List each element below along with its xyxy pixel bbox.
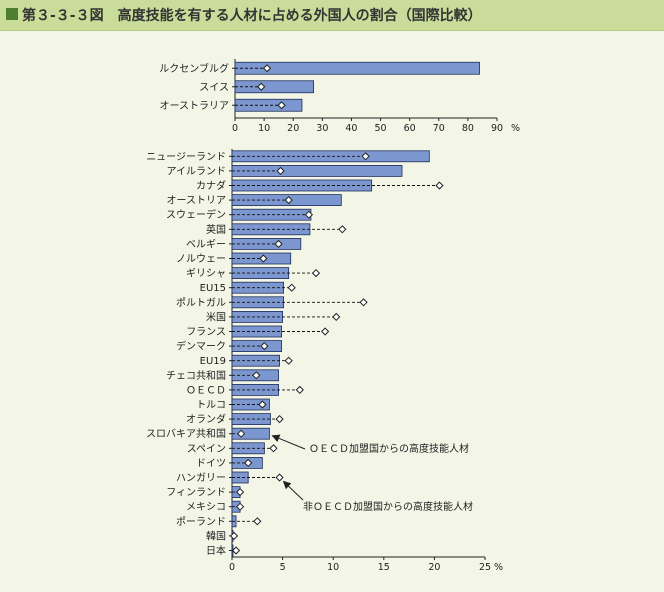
non-oecd-marker xyxy=(295,385,304,395)
x-tick-label: 60 xyxy=(404,123,416,134)
category-label: ギリシャ xyxy=(186,268,226,280)
x-tick-label: 90 xyxy=(491,123,503,134)
x-tick-label: 25 xyxy=(479,562,491,573)
non-oecd-marker xyxy=(275,414,284,424)
non-oecd-marker xyxy=(284,356,293,365)
category-label: フランス xyxy=(186,326,226,338)
category-label: ニュージーランド xyxy=(146,151,226,163)
non-oecd-marker xyxy=(244,458,253,468)
x-tick-label: 80 xyxy=(462,123,474,134)
x-tick-label: 0 xyxy=(232,123,238,134)
non-oecd-marker xyxy=(435,181,444,190)
category-label: ドイツ xyxy=(196,458,226,469)
category-label: EU15 xyxy=(200,283,226,294)
x-axis-unit: % xyxy=(511,123,520,134)
figure-title: 第３-３-３図 高度技能を有する人材に占める外国人の割合（国際比較） xyxy=(22,8,482,24)
oecd-annotation-arrow xyxy=(271,434,306,450)
non-oecd-marker xyxy=(332,312,341,322)
non-oecd-marker xyxy=(275,473,284,482)
category-label: ベルギー xyxy=(186,238,226,250)
category-label: スウェーデン xyxy=(166,208,226,221)
category-label: メキシコ xyxy=(186,502,226,513)
x-tick-label: 10 xyxy=(327,562,339,573)
non-oecd-marker xyxy=(262,64,272,73)
non-oecd-marker xyxy=(235,487,245,497)
category-label: 米国 xyxy=(206,310,226,323)
non-oecd-marker xyxy=(311,268,321,278)
non-oecd-marker xyxy=(252,371,261,380)
x-tick-label: 5 xyxy=(280,562,286,573)
category-label: トルコ xyxy=(196,400,226,411)
x-tick-label: 20 xyxy=(287,123,299,134)
x-tick-label: 20 xyxy=(428,562,440,573)
category-label: ＯＥＣＤ xyxy=(186,385,226,396)
non-oecd-marker xyxy=(287,283,296,292)
x-tick-label: 10 xyxy=(258,123,270,134)
non-oecd-annotation-arrow xyxy=(282,480,304,501)
non-oecd-marker xyxy=(235,502,245,511)
x-axis-unit: % xyxy=(494,562,503,573)
category-label: カナダ xyxy=(196,179,226,192)
non-oecd-marker xyxy=(274,239,283,249)
category-label: 日本 xyxy=(206,544,226,557)
category-label: オーストリア xyxy=(167,195,227,207)
oecd-bar xyxy=(231,150,430,163)
category-label: ルクセンブルグ xyxy=(159,62,229,75)
oecd-annotation-label: ＯＥＣＤ加盟国からの高度技能人材 xyxy=(309,442,469,455)
non-oecd-marker xyxy=(229,531,239,541)
non-oecd-marker xyxy=(338,225,347,234)
category-label: EU19 xyxy=(200,356,226,367)
x-tick-label: 15 xyxy=(378,562,390,573)
oecd-bar xyxy=(231,267,290,280)
category-label: デンマーク xyxy=(176,340,226,353)
category-label: スロバキア共和国 xyxy=(146,428,226,440)
non-oecd-marker xyxy=(260,341,269,351)
non-oecd-marker xyxy=(361,152,370,161)
non-oecd-marker xyxy=(237,429,246,438)
category-label: オランダ xyxy=(186,413,226,426)
non-oecd-marker xyxy=(257,82,266,91)
non-oecd-marker xyxy=(259,254,268,263)
oecd-bar xyxy=(234,61,480,75)
x-tick-label: 70 xyxy=(433,123,445,134)
x-tick-label: 40 xyxy=(345,123,357,134)
figure-header: 第３-３-３図 高度技能を有する人材に占める外国人の割合（国際比較） xyxy=(0,0,664,31)
non-oecd-marker xyxy=(277,101,286,110)
category-label: スイス xyxy=(199,82,229,93)
x-tick-label: 50 xyxy=(375,123,387,134)
x-tick-label: 0 xyxy=(229,562,235,573)
category-label: ハンガリー xyxy=(176,472,226,484)
title-marker-icon xyxy=(6,8,18,20)
category-label: チェコ共和国 xyxy=(166,370,226,382)
category-label: ポーランド xyxy=(176,516,226,528)
non-oecd-marker xyxy=(359,298,368,307)
category-label: アイルランド xyxy=(167,165,227,177)
non-oecd-annotation-label: 非ＯＥＣＤ加盟国からの高度技能人材 xyxy=(303,500,473,513)
non-oecd-marker xyxy=(258,400,267,409)
non-oecd-marker xyxy=(269,444,278,453)
non-oecd-marker xyxy=(320,327,330,336)
category-label: オーストラリア xyxy=(160,100,230,112)
non-oecd-marker xyxy=(284,195,293,205)
category-label: 韓国 xyxy=(206,530,226,542)
non-oecd-marker xyxy=(304,210,314,219)
category-label: フィンランド xyxy=(166,487,226,499)
non-oecd-marker xyxy=(253,517,262,526)
category-label: スペイン xyxy=(187,444,226,455)
non-oecd-marker xyxy=(276,166,285,176)
category-label: ポルトガル xyxy=(176,297,226,309)
category-label: 英国 xyxy=(206,223,226,236)
x-tick-label: 30 xyxy=(316,123,328,134)
non-oecd-marker xyxy=(231,546,241,555)
category-label: ノルウェー xyxy=(176,253,226,265)
